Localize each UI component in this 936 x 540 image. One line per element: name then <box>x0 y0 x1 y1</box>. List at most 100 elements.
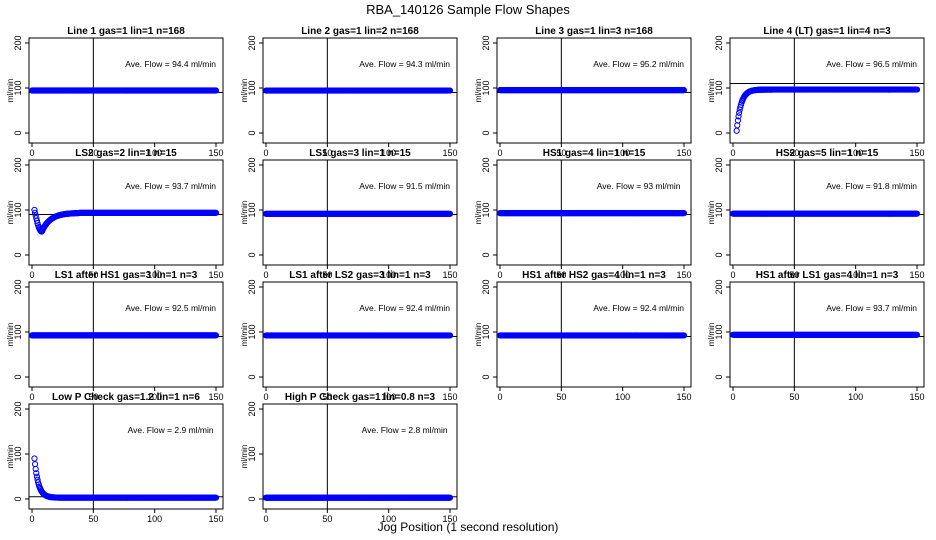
x-tick-label: 0 <box>263 514 268 524</box>
x-tick-label: 150 <box>676 392 691 402</box>
ave-flow-annotation: Ave. Flow = 92.4 ml/min <box>593 303 684 313</box>
x-tick-label: 50 <box>789 392 799 402</box>
panel-11: HS1 after HS2 gas=4 lin=1 n=3 ml/min 0 50 10… <box>474 270 692 402</box>
panel-frame <box>28 159 224 266</box>
panel-8: HS2 gas=5 lin=1 n=15 ml/min 0 50 100 150 0 100 2… <box>707 148 925 280</box>
panel-12: HS1 after LS1 gas=4 lin=1 n=3 ml/min 0 50 10… <box>707 270 925 402</box>
y-tick-label: 200 <box>247 35 257 50</box>
x-tick-label: 100 <box>381 514 396 524</box>
y-tick-label: 100 <box>481 324 491 339</box>
panel-10: LS1 after LS2 gas=3 lin=1 n=3 ml/min 0 50 10… <box>240 270 458 402</box>
series-points <box>730 210 921 217</box>
x-tick-label: 0 <box>730 392 735 402</box>
data-point <box>913 331 921 338</box>
x-tick-label: 0 <box>497 148 502 158</box>
panel-title: LS1 after HS1 gas=3 lin=1 n=3 <box>55 270 198 281</box>
y-tick-label: 100 <box>481 80 491 95</box>
panel-frame <box>262 403 458 510</box>
x-tick-label: 150 <box>909 148 924 158</box>
y-tick-label: 0 <box>13 374 23 379</box>
y-tick-label: 0 <box>481 374 491 379</box>
panel-title: LS2 gas=2 lin=1 n=15 <box>75 148 177 159</box>
ave-flow-annotation: Ave. Flow = 92.4 ml/min <box>359 303 450 313</box>
panel-13: Low P Check gas=1.2 lin=1 n=6 ml/min 0 50 10… <box>6 392 224 524</box>
y-tick-label: 0 <box>247 130 257 135</box>
x-tick-label: 150 <box>208 148 223 158</box>
data-point <box>212 332 220 339</box>
panel-frame <box>729 37 925 144</box>
data-point <box>212 209 220 216</box>
x-tick-label: 0 <box>263 270 268 280</box>
x-tick-label: 150 <box>442 514 457 524</box>
y-tick-label: 100 <box>247 446 257 461</box>
y-axis-label: ml/min <box>707 201 716 225</box>
ave-flow-annotation: Ave. Flow = 95.2 ml/min <box>593 59 684 69</box>
panel-title: Line 3 gas=1 lin=3 n=168 <box>535 26 653 37</box>
y-tick-label: 0 <box>247 252 257 257</box>
data-point <box>33 473 41 480</box>
data-point <box>212 494 220 501</box>
x-tick-label: 0 <box>29 514 34 524</box>
panel-1: Line 1 gas=1 lin=1 n=168 ml/min 0 50 100 150 0… <box>6 26 224 158</box>
data-point <box>913 86 921 93</box>
x-tick-label: 150 <box>676 148 691 158</box>
series-points <box>31 206 220 235</box>
x-tick-label: 150 <box>208 392 223 402</box>
panel-title: Line 1 gas=1 lin=1 n=168 <box>67 26 185 37</box>
data-point <box>913 210 921 217</box>
series-points <box>29 332 220 339</box>
series-points <box>263 210 454 217</box>
y-tick-label: 100 <box>714 80 724 95</box>
y-tick-label: 100 <box>247 324 257 339</box>
x-tick-label: 0 <box>730 270 735 280</box>
y-tick-label: 200 <box>714 35 724 50</box>
series-points <box>263 87 454 94</box>
y-tick-label: 100 <box>13 80 23 95</box>
panel-frame <box>262 281 458 388</box>
y-tick-label: 200 <box>13 35 23 50</box>
y-tick-label: 100 <box>714 324 724 339</box>
data-point <box>446 210 454 217</box>
x-tick-label: 100 <box>615 392 630 402</box>
panel-frame <box>496 281 692 388</box>
x-tick-label: 50 <box>88 514 98 524</box>
series-points <box>263 332 454 339</box>
panel-title: High P Check gas=1 lin=0.8 n=3 <box>285 392 436 403</box>
x-tick-label: 150 <box>208 514 223 524</box>
ave-flow-annotation: Ave. Flow = 2.8 ml/min <box>362 425 448 435</box>
y-tick-label: 200 <box>13 279 23 294</box>
y-tick-label: 0 <box>481 252 491 257</box>
panel-title: HS1 after HS2 gas=4 lin=1 n=3 <box>522 270 666 281</box>
x-tick-label: 100 <box>381 270 396 280</box>
y-tick-label: 200 <box>247 401 257 416</box>
ave-flow-annotation: Ave. Flow = 91.8 ml/min <box>826 181 917 191</box>
x-tick-label: 0 <box>263 148 268 158</box>
data-point <box>212 87 220 94</box>
ave-flow-annotation: Ave. Flow = 92.5 ml/min <box>125 303 216 313</box>
ave-flow-annotation: Ave. Flow = 93.7 ml/min <box>125 181 216 191</box>
data-point <box>733 127 740 134</box>
data-point <box>31 455 38 462</box>
ave-flow-annotation: Ave. Flow = 2.9 ml/min <box>128 425 214 435</box>
data-point <box>446 332 454 339</box>
panel-6: LS1 gas=3 lin=1 n=15 ml/min 0 50 100 150 0 100 2… <box>240 148 458 280</box>
ave-flow-annotation: Ave. Flow = 93 ml/min <box>597 181 681 191</box>
panel-title: Low P Check gas=1.2 lin=1 n=6 <box>52 392 200 403</box>
panel-frame <box>28 281 224 388</box>
y-tick-label: 200 <box>247 279 257 294</box>
panel-title: Line 4 (LT) gas=1 lin=4 n=3 <box>763 26 891 37</box>
y-axis-label: ml/min <box>474 323 483 347</box>
x-tick-label: 100 <box>615 270 630 280</box>
x-tick-label: 150 <box>909 392 924 402</box>
panel-2: Line 2 gas=1 lin=2 n=168 ml/min 0 50 100 150 0… <box>240 26 458 158</box>
panel-3: Line 3 gas=1 lin=3 n=168 ml/min 0 50 100 150 0… <box>474 26 692 158</box>
x-tick-label: 0 <box>730 148 735 158</box>
x-tick-label: 0 <box>263 392 268 402</box>
y-tick-label: 200 <box>714 157 724 172</box>
y-axis-label: ml/min <box>6 445 15 469</box>
series-points <box>263 494 454 501</box>
x-tick-label: 100 <box>147 392 162 402</box>
x-tick-label: 0 <box>497 270 502 280</box>
y-tick-label: 100 <box>13 324 23 339</box>
data-point <box>680 87 688 94</box>
